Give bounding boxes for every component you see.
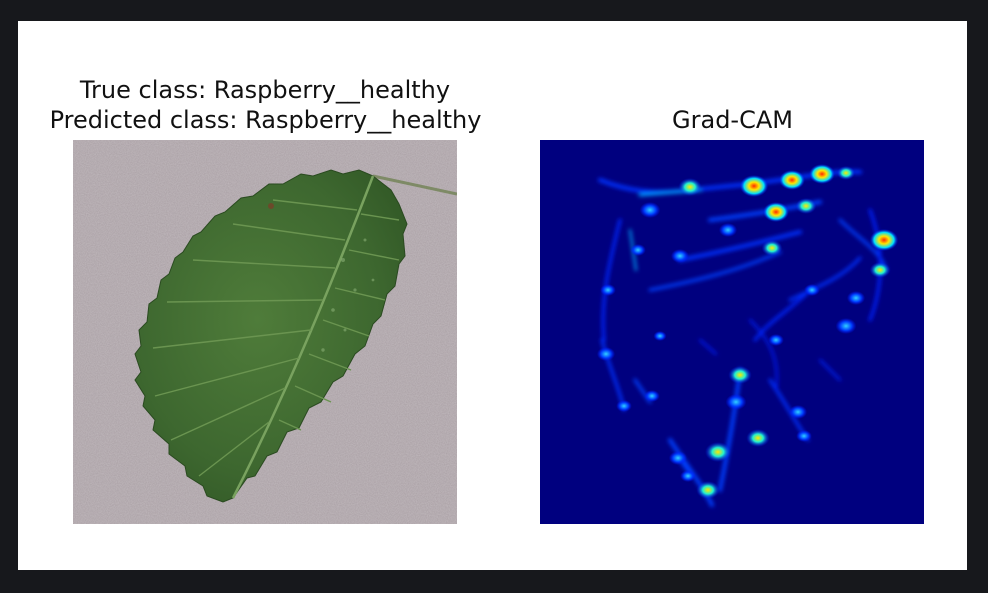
gradcam-activation-spot xyxy=(869,262,891,278)
gradcam-activation-spot xyxy=(763,202,789,222)
gradcam-activation-spot xyxy=(725,394,747,410)
gradcam-activation-spot xyxy=(809,164,835,184)
gradcam-activation-spot xyxy=(779,170,805,190)
gradcam-activation-spot xyxy=(596,347,616,361)
gradcam-activation-spot xyxy=(670,249,690,263)
gradcam-activation-streak xyxy=(699,339,717,355)
gradcam-activation-spot xyxy=(761,240,783,256)
gradcam-activation-spot xyxy=(836,166,856,180)
gradcam-activation-streak xyxy=(648,250,782,292)
gradcam-activation-spot xyxy=(718,223,738,237)
gradcam-activation-spot xyxy=(768,334,784,346)
true-class-label: True class: Raspberry__healthy xyxy=(79,76,451,104)
gradcam-title: Grad-CAM xyxy=(672,106,793,134)
gradcam-activation-spot xyxy=(804,284,820,296)
gradcam-activation-spot xyxy=(678,178,702,196)
gradcam-activation-streak xyxy=(819,359,841,381)
leaf-image xyxy=(73,140,457,524)
gradcam-activation-streak xyxy=(749,319,778,391)
gradcam-activation-spot xyxy=(796,430,812,442)
gradcam-activation-streak xyxy=(678,230,802,262)
gradcam-activation-streak xyxy=(753,288,812,342)
gradcam-activation-spot xyxy=(835,318,857,334)
gradcam-activation-spot xyxy=(639,202,661,218)
gradcam-activation-spot xyxy=(869,229,899,251)
gradcam-activation-spot xyxy=(795,198,817,214)
gradcam-activation-spot xyxy=(616,400,632,412)
matplotlib-figure: True class: Raspberry__healthy Predicted… xyxy=(18,21,967,570)
gradcam-activation-streak xyxy=(788,256,862,302)
gradcam-activation-spot xyxy=(788,405,808,419)
gradcam-activation-spot xyxy=(644,390,660,402)
gradcam-activation-spot xyxy=(680,470,696,482)
gradcam-activation-streak xyxy=(601,218,622,342)
gradcam-activation-spot xyxy=(746,429,770,447)
gradcam-activation-spot xyxy=(739,175,769,197)
gradcam-activation-streak xyxy=(668,438,714,507)
gradcam-activation-spot xyxy=(653,331,667,341)
gradcam-activation-spot xyxy=(630,244,646,256)
gradcam-activation-spot xyxy=(668,451,688,465)
gradcam-activation-spot xyxy=(600,284,616,296)
gradcam-activation-spot xyxy=(696,481,720,499)
gradcam-activation-spot xyxy=(846,291,866,305)
gradcam-activation-spot xyxy=(705,442,731,462)
gradcam-heatmap xyxy=(540,140,924,524)
predicted-class-label: Predicted class: Raspberry__healthy xyxy=(49,106,482,134)
gradcam-activation-spot xyxy=(728,366,752,384)
